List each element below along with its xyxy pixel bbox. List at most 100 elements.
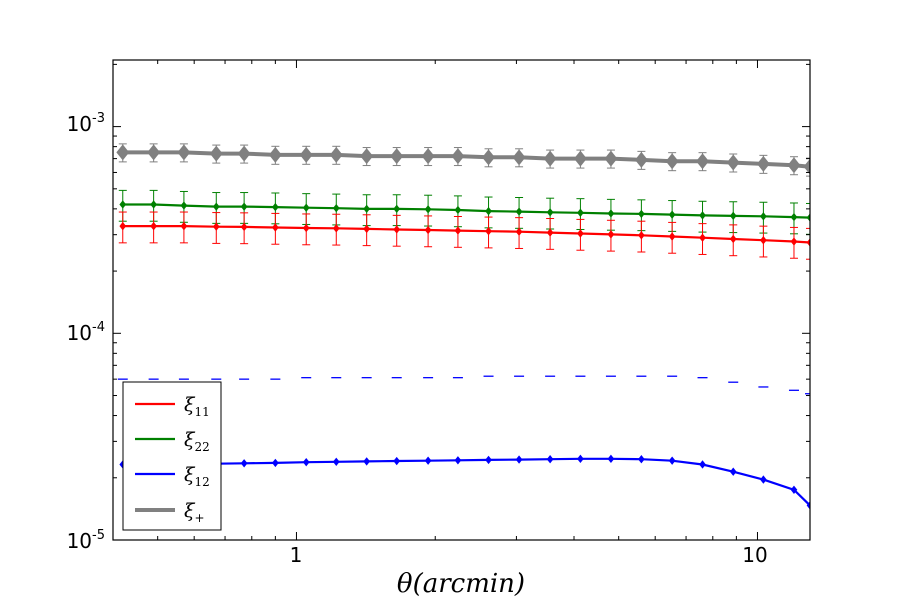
data-point (393, 225, 401, 234)
data-point (607, 230, 615, 239)
series-line-xi12 (122, 457, 810, 507)
data-point (116, 144, 130, 161)
data-point (147, 144, 161, 161)
data-point (212, 222, 220, 231)
data-point (577, 208, 584, 217)
data-point (268, 146, 282, 163)
data-point (329, 146, 343, 163)
data-point (485, 206, 492, 216)
data-point (668, 210, 676, 219)
data-point (638, 209, 645, 219)
y-tick-label-1e-4: 10-4 (67, 320, 105, 345)
data-point (665, 153, 679, 170)
data-point (150, 221, 157, 231)
data-point (790, 237, 798, 246)
data-point (237, 145, 251, 162)
data-point (634, 151, 648, 168)
data-point (332, 224, 340, 233)
legend-label-xi-plus: ξ+ (184, 500, 205, 525)
data-point (806, 501, 810, 510)
data-point (332, 457, 340, 466)
data-point (393, 204, 401, 214)
data-point (806, 213, 810, 222)
series-xi11 (118, 211, 810, 260)
data-point (546, 228, 554, 237)
data-point (607, 454, 615, 464)
data-point (543, 150, 557, 167)
data-point (390, 148, 404, 165)
data-point (421, 148, 435, 165)
legend: ξ11 ξ22 ξ12 ξ+ (122, 381, 222, 531)
x-tick-label-1: 1 (290, 543, 303, 567)
data-point (574, 150, 587, 167)
y-tick-label-1e-3: 10-3 (67, 111, 105, 136)
data-point (803, 158, 810, 175)
data-point (177, 144, 191, 161)
data-point (150, 200, 157, 209)
data-point (454, 226, 462, 235)
data-point (699, 460, 706, 469)
data-point (212, 202, 220, 211)
data-point (119, 200, 127, 209)
data-point (180, 221, 188, 231)
data-point (760, 212, 767, 221)
y-tick-label-1e-5: 10-5 (67, 528, 105, 553)
data-point (604, 150, 618, 167)
data-point (726, 154, 740, 171)
data-point (482, 149, 495, 166)
data-point (638, 231, 645, 240)
data-point (577, 229, 584, 238)
plot-frame (112, 59, 811, 541)
data-point (424, 456, 432, 465)
data-point (515, 207, 523, 216)
data-point (332, 203, 340, 213)
data-point (790, 212, 798, 222)
series-xi-plus (116, 143, 810, 177)
series-line-xi11 (122, 225, 810, 244)
data-point (699, 211, 706, 220)
data-point (363, 224, 371, 234)
data-point (272, 223, 279, 232)
data-point (546, 454, 554, 464)
data-point (424, 205, 432, 214)
data-point (546, 208, 554, 217)
data-point (240, 222, 248, 232)
legend-label-xi11: ξ11 (184, 394, 210, 419)
data-point (360, 148, 374, 165)
data-point (806, 238, 810, 247)
data-point (272, 202, 279, 212)
axis-ticks (112, 60, 810, 541)
data-point (272, 458, 279, 468)
data-point (302, 457, 310, 467)
data-point (729, 467, 737, 476)
data-point (451, 148, 465, 165)
data-point (515, 227, 523, 236)
data-point (180, 201, 188, 210)
x-tick-label-10: 10 (742, 543, 767, 567)
data-point (119, 221, 127, 231)
data-point (696, 153, 709, 170)
data-point (515, 455, 523, 464)
legend-box (122, 381, 222, 531)
x-axis-label: θ(arcmin) (397, 569, 525, 599)
data-point (790, 485, 798, 494)
data-point (393, 456, 401, 466)
series-line-xi22 (122, 203, 810, 219)
data-point (760, 236, 767, 245)
data-point (729, 211, 737, 221)
data-point (607, 209, 615, 218)
data-point (756, 155, 770, 172)
data-point (363, 204, 371, 214)
data-point (209, 145, 223, 162)
plot-series (116, 143, 810, 510)
data-point (240, 459, 248, 468)
data-point (577, 454, 584, 464)
legend-label-xi12: ξ12 (184, 464, 210, 489)
data-point (240, 202, 248, 211)
data-point (699, 233, 706, 242)
data-point (302, 223, 310, 233)
data-point (638, 454, 645, 464)
data-point (363, 457, 371, 466)
data-point (454, 205, 462, 215)
